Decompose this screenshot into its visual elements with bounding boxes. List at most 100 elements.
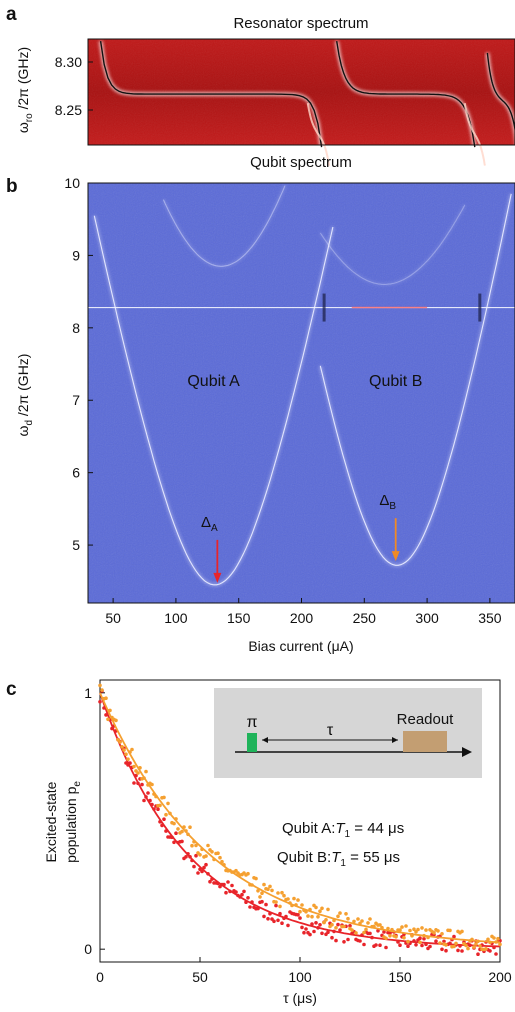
resonator-noise [88, 39, 515, 145]
qubit-ytick-label: 9 [72, 247, 80, 263]
data-point-b [314, 905, 318, 910]
data-point-a [310, 922, 314, 926]
fit-curve-a [99, 692, 501, 948]
qubit-line-glow [162, 185, 287, 268]
t1-xlabel: τ (μs) [283, 990, 317, 1006]
data-point-a [398, 943, 402, 947]
qubit-ytick-label: 6 [72, 465, 80, 481]
data-point-b [394, 935, 398, 939]
data-point-a [280, 921, 284, 925]
data-point-a [358, 939, 362, 943]
inset-readout-label: Readout [397, 711, 455, 728]
data-point-a [336, 922, 340, 927]
data-point-b [124, 752, 128, 756]
data-point-a [330, 935, 334, 940]
t1-xtick-label: 50 [192, 969, 208, 985]
data-point-b [220, 859, 224, 864]
panel-label-c: c [6, 679, 17, 700]
data-point-a [274, 903, 278, 908]
qubit-heatmap [87, 182, 515, 604]
data-point-a [376, 929, 380, 933]
data-point-b [364, 927, 368, 932]
qubit-transition-line [162, 185, 286, 267]
data-point-a [296, 913, 300, 917]
data-point-a [346, 937, 350, 942]
data-point-b [378, 923, 382, 927]
data-point-b [150, 782, 154, 787]
data-point-a [418, 936, 422, 940]
legend-qubit-a-sub: 1 [345, 829, 351, 840]
data-point-a [208, 879, 212, 884]
data-point-a [488, 949, 492, 953]
data-point-a [142, 798, 146, 803]
data-point-b [336, 914, 340, 919]
data-point-a [320, 931, 324, 936]
qubit-xtick-label: 300 [415, 610, 439, 626]
qubit-xtick-label: 50 [105, 610, 121, 626]
data-point-b [334, 926, 338, 930]
data-point-a [174, 831, 178, 835]
delta-arrow-head [391, 551, 400, 562]
data-point-a [428, 944, 432, 949]
legend-qubit-a-prefix: Qubit A: [282, 820, 335, 837]
data-point-b [436, 929, 440, 933]
data-point-b [260, 891, 264, 895]
data-point-b [104, 696, 108, 700]
qubit-noise [88, 183, 515, 603]
data-point-b [402, 935, 406, 940]
resonator-branch-faint [463, 103, 486, 166]
t1-ylabel-line1: Excited-state [43, 781, 59, 862]
data-point-a [406, 944, 410, 948]
data-point-a [318, 923, 322, 927]
data-point-a [230, 883, 234, 888]
data-point-b [496, 936, 500, 941]
data-point-b [180, 829, 184, 834]
resonator-yticks: 8.30 8.25 [55, 54, 93, 118]
data-point-b [438, 941, 442, 945]
data-point-b [408, 928, 412, 933]
data-point-b [306, 914, 310, 918]
data-point-a [184, 855, 188, 859]
qubit-xtick-label: 100 [164, 610, 188, 626]
data-point-a [384, 945, 388, 950]
data-point-b [404, 924, 408, 928]
resonator-branch-faint [306, 102, 331, 166]
resonator-heatmap [87, 38, 515, 166]
data-point-b [366, 921, 370, 925]
resonator-ylabel: ωro /2π (GHz) [15, 47, 35, 133]
data-point-b [362, 930, 366, 935]
data-point-b [176, 827, 180, 831]
data-point-a [422, 936, 426, 941]
data-point-b [486, 937, 490, 942]
qubit-line-glow [319, 204, 467, 286]
panel-label-b: b [6, 176, 18, 197]
data-point-b [360, 919, 364, 923]
data-point-b [346, 916, 350, 921]
qubit-label: Qubit A [187, 373, 240, 390]
qubit-xtick-label: 350 [478, 610, 502, 626]
data-point-b [344, 912, 348, 916]
t1-xtick-label: 200 [488, 969, 512, 985]
data-point-a [240, 892, 244, 897]
data-point-b [268, 884, 272, 889]
data-point-a [98, 700, 102, 704]
data-point-a [262, 914, 266, 919]
legend-qubit-b-T: T [331, 849, 342, 866]
data-point-a [302, 930, 306, 935]
data-point-a [314, 921, 318, 925]
data-point-b [120, 745, 124, 749]
data-point-a [308, 932, 312, 937]
inset-tau-arrow-left [262, 737, 268, 743]
t1-ytick-label: 1 [84, 685, 92, 701]
legend-qubit-a-suffix: = 44 μs [350, 820, 404, 837]
data-point-a [180, 839, 184, 844]
data-point-b [474, 942, 478, 946]
data-point-b [354, 931, 358, 935]
data-point-b [274, 900, 278, 904]
t1-xtick-label: 150 [388, 969, 412, 985]
data-point-b [266, 887, 270, 891]
data-point-b [418, 940, 422, 945]
resonator-branch [99, 40, 323, 148]
data-point-a [440, 947, 444, 952]
resonator-ytick-label: 8.30 [55, 54, 82, 70]
